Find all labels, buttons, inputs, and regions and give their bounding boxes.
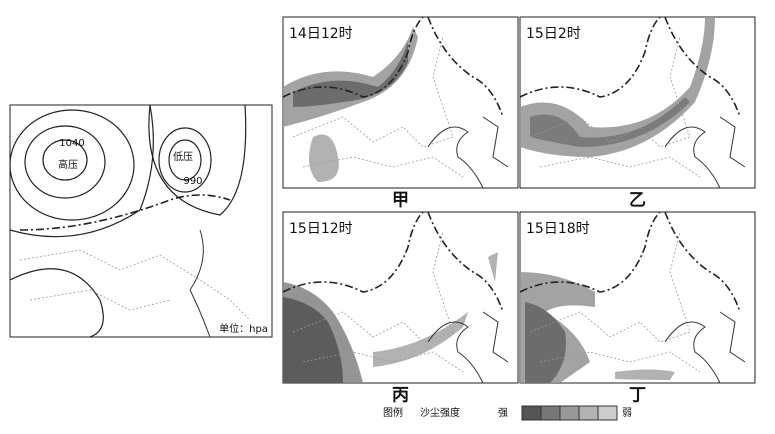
legend-swatch [578, 405, 599, 421]
panel-time: 15日2时 [526, 26, 581, 42]
coast [482, 311, 509, 363]
legend-swatch [597, 405, 618, 421]
low-label: 低压 [173, 150, 193, 163]
dust-area [488, 252, 498, 282]
dust-area [615, 369, 675, 380]
legend-strong: 强 [498, 407, 508, 419]
coast [719, 116, 746, 168]
unit: 单位：hpa [219, 322, 268, 335]
time-bg [285, 218, 375, 238]
isobar [9, 268, 104, 338]
border [664, 16, 741, 118]
dust-area [283, 297, 343, 383]
border [282, 211, 424, 293]
coast [664, 126, 721, 189]
legend-name: 沙尘强度 [420, 406, 460, 419]
time-bg [522, 218, 612, 238]
panel: 15日18时 [519, 211, 756, 384]
dust-area [373, 312, 468, 367]
time-bg [522, 23, 612, 43]
coast [427, 126, 484, 189]
dust-area [309, 134, 339, 182]
isobar [158, 127, 212, 193]
isobar [42, 139, 88, 181]
coast [189, 229, 211, 338]
panel-frame [519, 16, 756, 189]
panel-time: 15日12时 [289, 221, 353, 237]
panel-label: 丁 [629, 386, 646, 406]
high-label: 高压 [58, 158, 78, 171]
panel: 15日2时 [519, 16, 756, 189]
panel-time: 14日12时 [289, 26, 353, 42]
legend: 图例 沙尘强度 强 弱 [383, 405, 632, 421]
border [282, 16, 424, 98]
border [519, 211, 661, 293]
panel-time: 15日18时 [526, 221, 590, 237]
pressure-map: 1040 高压 低压 990 单位：hpa [9, 104, 273, 338]
province-line [292, 36, 454, 148]
isobar-label: 990 [183, 176, 202, 187]
coast [482, 116, 509, 168]
unit-box [212, 321, 270, 335]
isobar [9, 109, 135, 221]
border [19, 194, 231, 231]
dust-area [520, 17, 715, 157]
border [519, 16, 661, 98]
province-line [302, 156, 464, 178]
province-line [529, 36, 691, 148]
isobar [148, 104, 247, 216]
isobar [168, 139, 202, 181]
province-line [19, 249, 251, 321]
coast [427, 321, 484, 384]
coast [719, 311, 746, 363]
isobar [9, 104, 154, 238]
border [427, 16, 504, 118]
province-line [529, 231, 691, 343]
dust-area [530, 97, 690, 147]
dust-area [525, 302, 566, 383]
panel: 14日12时 [282, 16, 519, 189]
province-line [292, 231, 454, 343]
isobar-label: 1040 [59, 138, 84, 149]
time-bg [285, 23, 375, 43]
isobar [24, 125, 106, 199]
panel: 15日12时 [282, 211, 519, 384]
border [664, 211, 741, 313]
legend-weak: 弱 [622, 407, 632, 419]
legend-swatch [540, 405, 561, 421]
panel-label: 丙 [392, 386, 409, 406]
legend-swatch [559, 405, 580, 421]
coast [664, 321, 721, 384]
border [427, 211, 504, 313]
province-line [539, 351, 701, 373]
legend-swatch [521, 405, 542, 421]
panel-label: 甲 [392, 191, 409, 211]
legend-title: 图例 [383, 406, 403, 419]
province-line [302, 351, 464, 373]
panel-label: 乙 [629, 191, 646, 211]
province-line [539, 156, 701, 178]
map-frame [9, 104, 273, 338]
